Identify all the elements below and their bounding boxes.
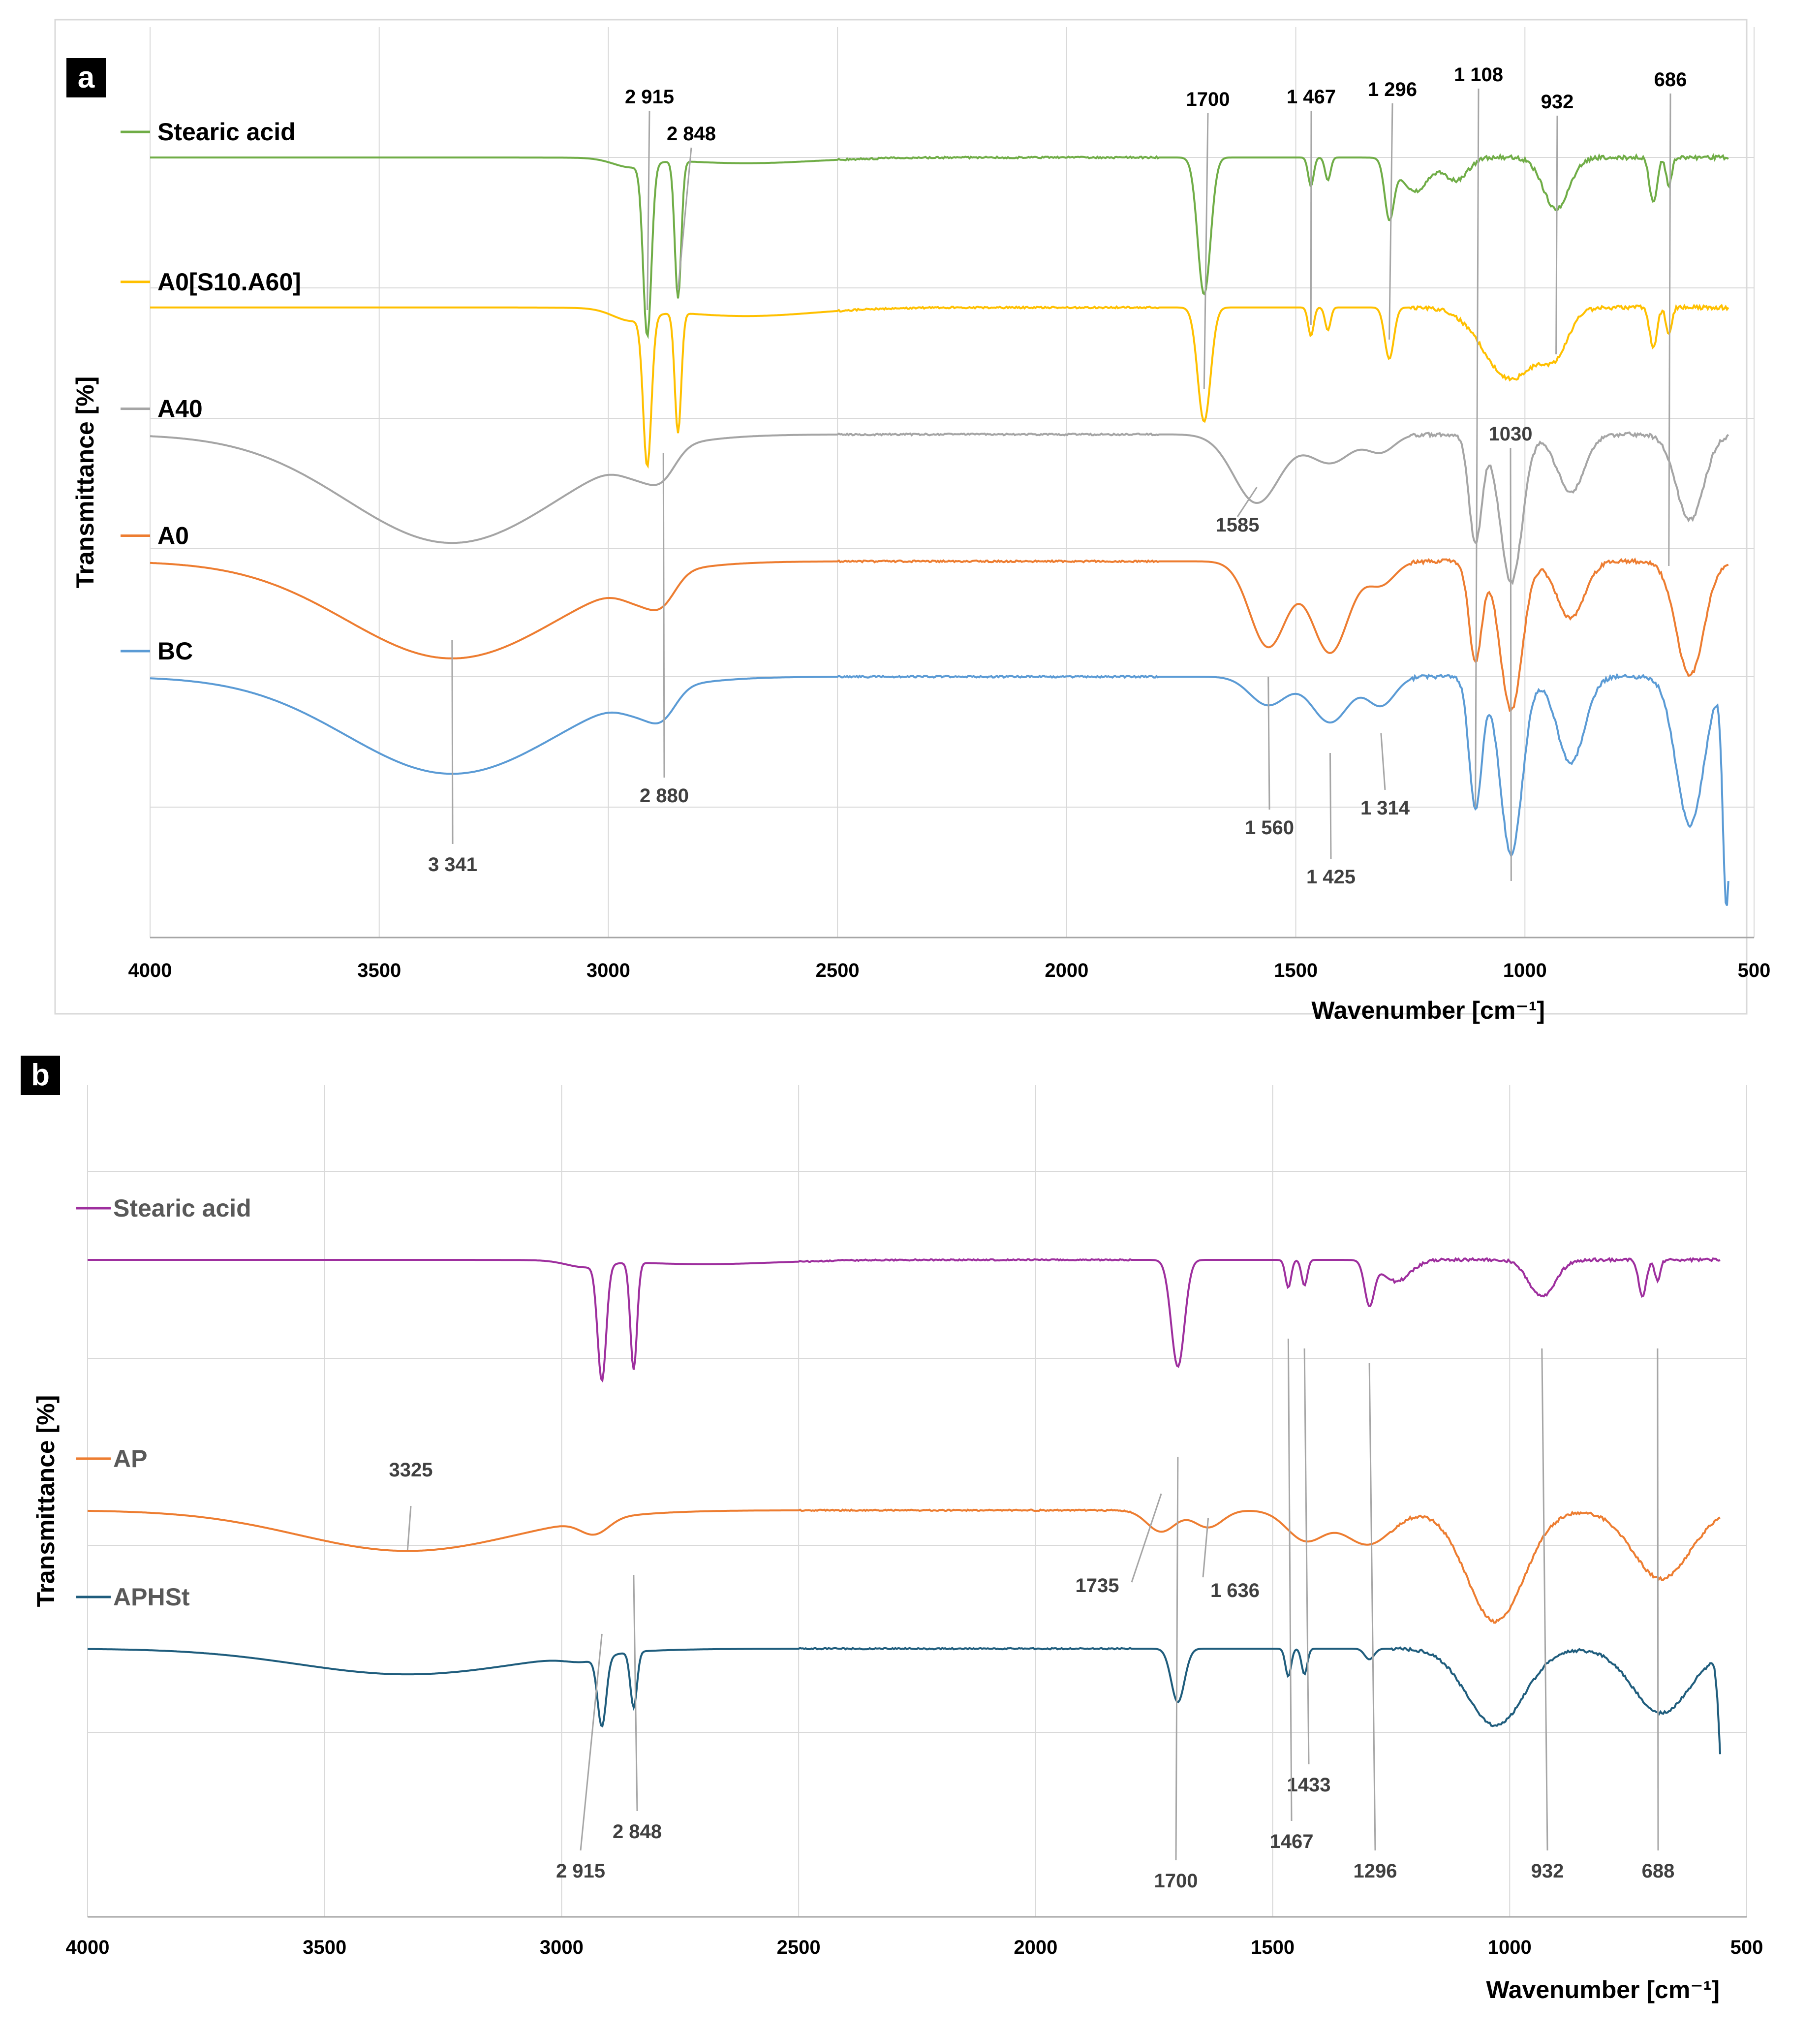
annotation-label: 1296: [1354, 1860, 1397, 1882]
series-line: [150, 673, 1729, 906]
annotation-label: 3325: [389, 1459, 433, 1481]
series-line: [88, 1646, 1721, 1754]
annotation-leader: [1368, 1363, 1376, 1851]
chart-panel-a: 4000 3500 3000 2500 2000 1500 1000 500 Wavenumbe…: [54, 19, 1771, 1024]
x-tick-label: 1500: [1274, 960, 1318, 981]
x-tick-label: 3000: [586, 960, 630, 981]
x-tick-label: 2500: [816, 960, 860, 981]
annotation-leader: [647, 110, 650, 311]
annotation-leader: [677, 147, 692, 291]
annotation-leader: [1175, 1456, 1179, 1861]
annotation-label: 2 915: [625, 86, 674, 108]
annotation-label: 1030: [1489, 423, 1533, 445]
annotation-label: 1 425: [1306, 866, 1356, 888]
legend-label: APHSt: [113, 1583, 190, 1611]
annotation-label: 2 880: [640, 785, 689, 807]
series-line: [150, 557, 1729, 712]
x-tick-label: 1000: [1488, 1937, 1532, 1958]
series-line: [150, 153, 1729, 340]
series-line: [150, 304, 1729, 469]
chart-panel-b: 4000 3500 3000 2500 2000 1500 1000 500 Wavenumbe…: [32, 1085, 1763, 2004]
annotation-label: 1 560: [1245, 817, 1294, 839]
annotation-label: 1 296: [1368, 79, 1417, 100]
annotation-leader: [1236, 487, 1258, 517]
annotation-label: 932: [1531, 1860, 1564, 1882]
annotation-leader: [1203, 113, 1209, 389]
annotation-leader: [1131, 1493, 1162, 1583]
x-tick-label: 3500: [303, 1937, 346, 1958]
legend-label: Stearic acid: [113, 1194, 251, 1222]
annotation-leader: [1303, 1348, 1310, 1765]
annotation-leader: [1267, 676, 1270, 810]
annotation-leader: [1329, 752, 1332, 859]
chart-frame: [54, 19, 1748, 1015]
legend-label: A0: [157, 522, 189, 550]
annotation-label: 1735: [1076, 1575, 1119, 1597]
annotation-label: 2 915: [556, 1860, 605, 1882]
annotation-leader: [1555, 115, 1558, 355]
annotation-label: 2 848: [613, 1821, 662, 1843]
series-line: [87, 1508, 1721, 1624]
annotation-leader: [1287, 1338, 1293, 1821]
annotation-leader: [406, 1505, 412, 1551]
annotation-label: 3 341: [428, 854, 477, 876]
annotation-leader: [662, 452, 665, 778]
annotation-label: 1700: [1154, 1870, 1198, 1892]
legend-label: A40: [157, 395, 203, 423]
annotation-label: 1 636: [1210, 1580, 1260, 1601]
legend-label: A0[S10.A60]: [157, 268, 301, 296]
x-tick-label: 4000: [128, 960, 172, 981]
x-axis-label: Wavenumber [cm⁻¹]: [1311, 997, 1545, 1024]
x-tick-label: 4000: [66, 1937, 110, 1958]
annotation-label: 1 108: [1454, 64, 1503, 86]
annotation-leader: [580, 1633, 603, 1851]
x-axis-label: Wavenumber [cm⁻¹]: [1486, 1976, 1720, 2004]
annotation-label: 1433: [1287, 1774, 1331, 1796]
series-line: [150, 431, 1729, 586]
annotation-label: 1 467: [1287, 86, 1336, 108]
x-tick-label: 3000: [540, 1937, 584, 1958]
annotation-leader: [1380, 733, 1386, 790]
y-axis-label: Transmittance [%]: [32, 1395, 60, 1607]
x-tick-label: 500: [1738, 960, 1771, 981]
annotation-leader: [1202, 1518, 1209, 1578]
annotation-label: 1 314: [1360, 797, 1410, 819]
panel-label-a: a: [66, 58, 106, 97]
annotation-leader: [1388, 103, 1393, 340]
y-axis-label: Transmittance [%]: [71, 376, 99, 589]
annotation-label: 2 848: [667, 123, 716, 145]
annotation-leader: [633, 1574, 638, 1812]
legend-label: AP: [113, 1445, 147, 1472]
x-tick-label: 2000: [1014, 1937, 1057, 1958]
x-tick-label: 2500: [777, 1937, 821, 1958]
legend-label: Stearic acid: [157, 118, 296, 146]
x-tick-label: 2000: [1045, 960, 1088, 981]
annotation-leader: [451, 639, 454, 845]
annotation-label: 1700: [1186, 89, 1230, 110]
annotation-label: 1585: [1216, 514, 1260, 536]
annotation-label: 686: [1654, 69, 1687, 91]
annotation-leader: [1668, 93, 1671, 566]
x-tick-label: 1000: [1503, 960, 1547, 981]
x-tick-label: 3500: [357, 960, 401, 981]
legend-label: BC: [157, 637, 193, 665]
annotation-label: 932: [1541, 91, 1574, 113]
annotation-leader: [1475, 88, 1480, 808]
panel-label-b: b: [21, 1056, 60, 1095]
x-tick-label: 1500: [1251, 1937, 1295, 1958]
series-line: [88, 1257, 1721, 1383]
x-tick-label: 500: [1730, 1937, 1763, 1958]
annotation-label: 688: [1642, 1860, 1675, 1882]
annotation-leader: [1541, 1348, 1548, 1851]
annotation-label: 1467: [1270, 1831, 1314, 1852]
